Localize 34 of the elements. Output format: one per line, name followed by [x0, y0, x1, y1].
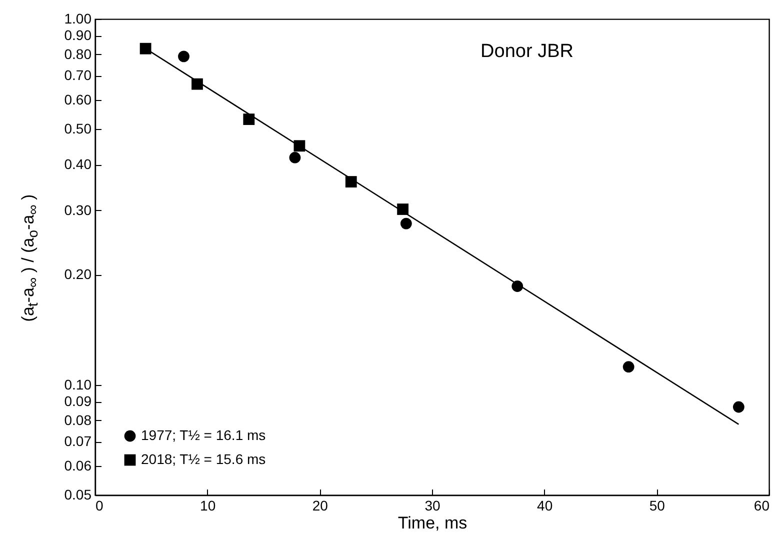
y-tick-label: 0.80 — [64, 46, 92, 62]
y-tick-label: 0.50 — [64, 120, 92, 137]
y-tick-label: 0.90 — [64, 27, 92, 44]
y-tick-label: 0.30 — [64, 202, 92, 218]
y-tick-label: 0.07 — [64, 433, 92, 450]
x-tick-label: 10 — [200, 498, 216, 514]
legend-label: 1977; T½ = 16.1 ms — [141, 427, 266, 443]
x-tick-label: 20 — [312, 498, 328, 514]
y-tick-label: 0.08 — [64, 412, 92, 428]
y-tick-label: 0.09 — [64, 393, 92, 410]
point — [289, 152, 301, 164]
point — [732, 401, 744, 413]
x-tick-label: 60 — [754, 498, 770, 514]
point — [243, 114, 255, 125]
y-tick-label: 0.60 — [64, 92, 92, 108]
point — [192, 78, 203, 90]
point — [622, 361, 634, 373]
point — [178, 50, 190, 62]
y-tick-label: 0.70 — [64, 67, 92, 84]
x-tick-label: 50 — [649, 498, 666, 514]
y-tick-label: 1.00 — [64, 10, 92, 26]
x-tick-label: 30 — [424, 498, 440, 514]
y-tick-label: 0.10 — [64, 376, 92, 392]
y-tick-label: 0.05 — [64, 486, 92, 502]
y-tick-label: 0.20 — [64, 266, 92, 282]
x-axis-title: Time, ms — [398, 514, 468, 532]
x-tick-label: 40 — [537, 498, 553, 514]
point — [140, 42, 152, 54]
point — [400, 218, 412, 230]
x-tick-label: 0 — [96, 498, 104, 514]
y-tick-label: 0.40 — [64, 156, 92, 172]
legend-label: 2018; T½ = 15.6 ms — [141, 451, 266, 467]
y-tick-label: 0.06 — [64, 458, 92, 474]
annotation: Donor JBR — [480, 41, 574, 62]
